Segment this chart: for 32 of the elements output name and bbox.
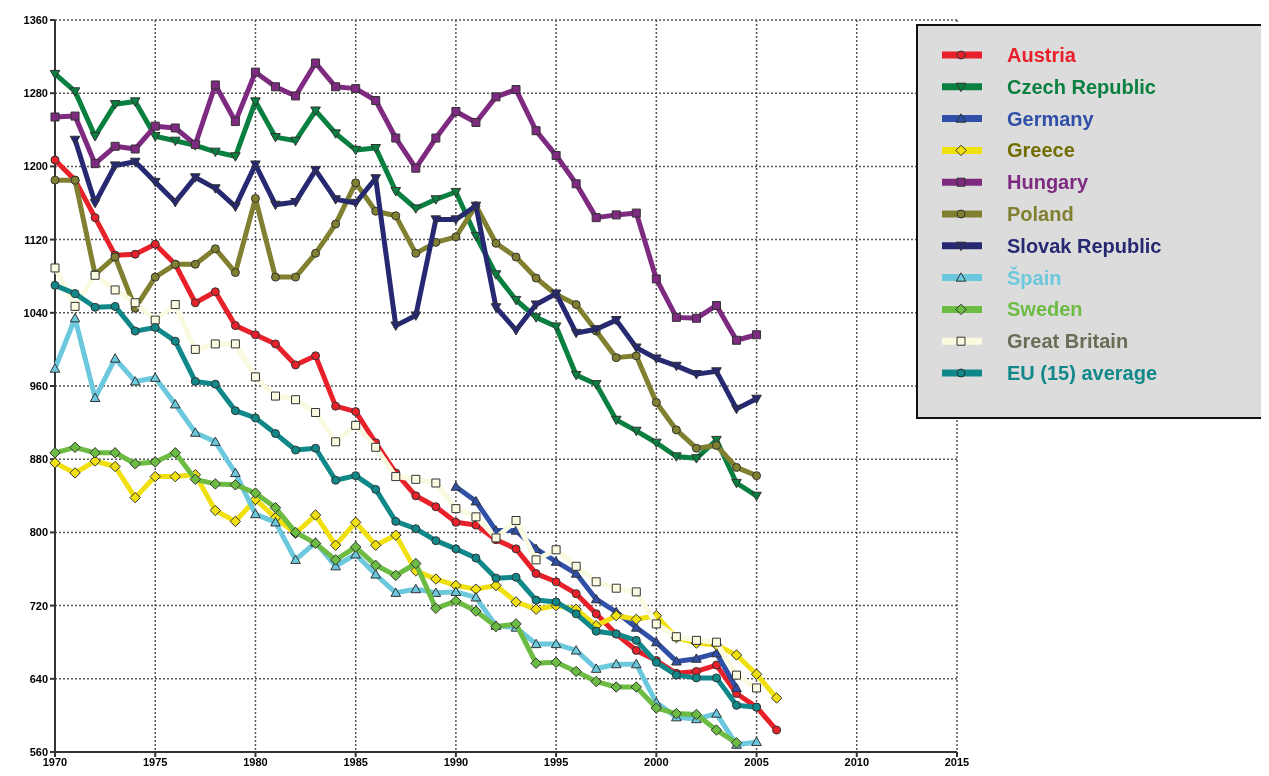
x-tick-label: 1995	[543, 756, 569, 768]
legend-label: Austria	[1007, 44, 1077, 66]
y-tick-label: 1040	[23, 306, 48, 319]
y-tick-label: 560	[29, 746, 48, 758]
x-tick-label: 1980	[243, 756, 268, 768]
legend-label: Sweden	[1007, 298, 1083, 321]
x-tick-label: 1970	[42, 756, 68, 768]
y-tick-label: 720	[29, 599, 48, 612]
legend-label: Špain	[1007, 265, 1062, 289]
x-tick-label: 1975	[142, 756, 168, 768]
y-tick-label: 800	[29, 526, 48, 539]
legend-label: EU (15) average	[1007, 362, 1158, 384]
legend-label: Great Britain	[1007, 330, 1129, 353]
legend-label: Greece	[1007, 139, 1075, 162]
x-tick-label: 2010	[844, 756, 870, 768]
y-tick-label: 1120	[24, 233, 48, 246]
x-tick-label: 2000	[644, 756, 669, 768]
legend-label: Poland	[1007, 203, 1074, 225]
legend-label: Hungary	[1007, 171, 1089, 194]
legend-label: Slovak Republic	[1007, 234, 1162, 257]
x-tick-label: 1990	[443, 756, 469, 768]
y-tick-label: 880	[29, 453, 48, 466]
y-tick-label: 1360	[23, 14, 48, 26]
y-tick-label: 960	[29, 380, 48, 392]
y-tick-label: 1280	[23, 87, 48, 100]
y-tick-label: 640	[29, 672, 48, 685]
legend-label: Czech Republic	[1007, 75, 1156, 98]
legend-label: Germany	[1007, 107, 1095, 130]
x-tick-label: 2015	[944, 756, 970, 768]
y-tick-label: 1200	[23, 160, 48, 173]
x-tick-label: 1985	[343, 756, 368, 768]
x-tick-label: 2005	[744, 756, 769, 768]
